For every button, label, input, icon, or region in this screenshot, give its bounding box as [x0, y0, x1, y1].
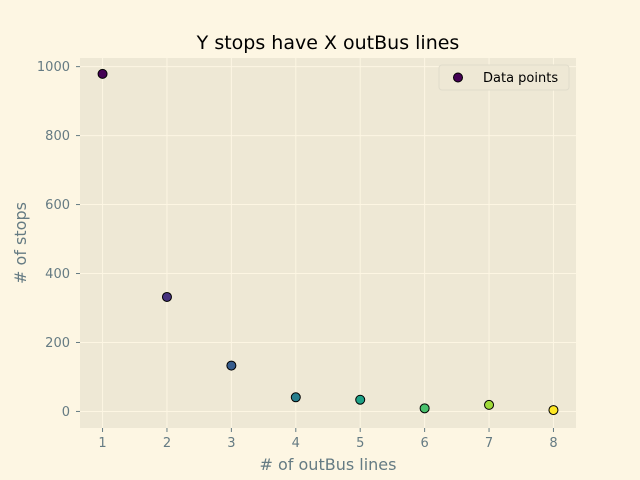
x-tick-label: 4 — [292, 436, 300, 451]
ticks: 1 2 3 4 5 6 7 8 0 200 400 600 800 1000 — [37, 60, 558, 451]
y-tick-label: 1000 — [37, 60, 70, 75]
y-tick-label: 0 — [62, 405, 70, 420]
legend-box — [438, 64, 570, 91]
x-tick-label: 8 — [549, 436, 557, 451]
y-tick-label: 400 — [45, 267, 70, 282]
data-point — [97, 68, 108, 79]
x-tick-label: 5 — [356, 436, 364, 451]
legend: Data points — [438, 64, 570, 91]
x-tick-label: 7 — [485, 436, 493, 451]
legend-label: Data points — [483, 71, 558, 86]
x-tick-label: 2 — [163, 436, 171, 451]
x-tick-label: 1 — [98, 436, 106, 451]
data-point — [419, 403, 430, 414]
data-point — [355, 394, 366, 405]
data-points — [97, 68, 559, 416]
x-axis-label: # of outBus lines — [260, 455, 397, 474]
data-point — [484, 399, 495, 410]
legend-marker — [453, 72, 463, 83]
x-tick-label: 3 — [227, 436, 235, 451]
data-point — [290, 392, 301, 403]
data-point — [226, 360, 237, 371]
chart-title: Y stops have X outBus lines — [196, 32, 460, 54]
data-point — [161, 291, 172, 302]
y-axis-label: # of stops — [11, 202, 30, 284]
y-tick-label: 600 — [45, 198, 70, 213]
x-tick-label: 6 — [420, 436, 428, 451]
grid — [80, 58, 576, 428]
y-tick-label: 200 — [45, 336, 70, 351]
plot-area — [80, 58, 576, 428]
data-point — [548, 405, 559, 416]
y-tick-label: 800 — [45, 129, 70, 144]
